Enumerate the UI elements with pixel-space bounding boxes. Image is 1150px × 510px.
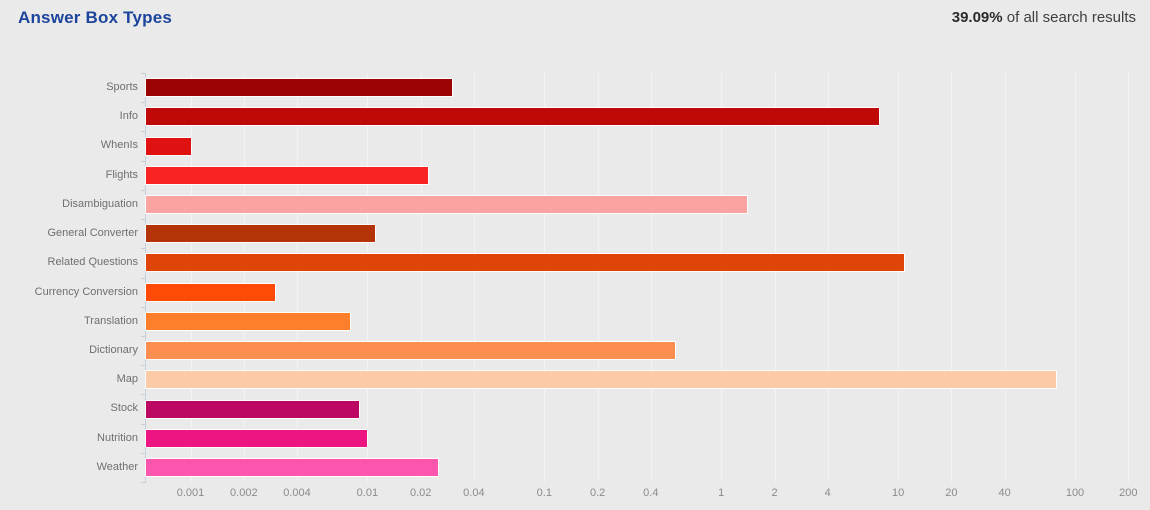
y-axis-tick-mark — [141, 365, 145, 367]
gridline — [597, 73, 599, 482]
category-label: Flights — [105, 168, 138, 181]
gridline — [1004, 73, 1006, 482]
gridline — [420, 73, 422, 482]
gridline — [951, 73, 953, 482]
bar-translation[interactable] — [146, 312, 351, 330]
bar-info[interactable] — [146, 108, 879, 126]
x-tick-label: 0.01 — [356, 487, 379, 499]
x-tick-label: 40 — [998, 487, 1011, 499]
gridline — [297, 73, 298, 482]
bar-dictionary[interactable] — [146, 342, 676, 359]
bar-disambiguation[interactable] — [146, 196, 748, 213]
x-tick-label: 1 — [718, 487, 725, 499]
gridline — [544, 73, 546, 482]
y-axis-tick-mark — [141, 306, 145, 308]
y-axis-labels: Sports Info WhenIs Flights Disambiguation Gen… — [0, 73, 138, 482]
gridline — [473, 73, 475, 482]
y-axis-tick-mark — [141, 73, 145, 74]
page-title: Answer Box Types — [18, 8, 173, 27]
x-tick-label: 2 — [771, 487, 778, 499]
gridline — [243, 73, 245, 482]
y-axis-tick-mark — [141, 335, 145, 337]
gridline — [898, 73, 900, 482]
bar-flights[interactable] — [146, 166, 428, 184]
x-tick-label: 200 — [1119, 487, 1138, 499]
x-tick-label: 4 — [824, 487, 831, 499]
y-axis-tick-mark — [141, 219, 145, 221]
gridline — [827, 73, 829, 482]
y-axis-tick-mark — [141, 248, 145, 250]
bar-weather[interactable] — [146, 458, 438, 476]
gridline — [190, 73, 192, 482]
category-label: Translation — [83, 314, 138, 327]
category-label: General Converter — [47, 227, 139, 240]
x-tick-label: 0.04 — [463, 487, 485, 499]
gridline — [774, 73, 776, 482]
category-label: Related Questions — [47, 256, 139, 269]
y-axis-tick-mark — [141, 482, 145, 483]
bar-nutrition[interactable] — [146, 429, 367, 447]
x-tick-label: 0.4 — [643, 487, 659, 499]
bar-general-converter[interactable] — [146, 225, 375, 243]
bar-map[interactable] — [146, 371, 1056, 389]
category-label: Stock — [110, 402, 138, 415]
y-axis-tick-mark — [141, 102, 145, 104]
gridline — [721, 73, 723, 482]
category-label: Map — [116, 373, 138, 386]
y-axis-tick-mark — [141, 277, 145, 279]
summary-stat-value: 39.09% — [951, 9, 1003, 26]
x-axis-tick-labels: 0.001 0.002 0.004 0.01 0.02 0.04 0.1 0.2 0.4 1 2 4 1… — [146, 487, 1140, 503]
gridline — [1128, 73, 1130, 482]
y-axis-line — [145, 73, 146, 483]
y-axis-tick-mark — [141, 452, 145, 454]
bar-whenis[interactable] — [146, 137, 191, 155]
y-axis-tick-mark — [141, 131, 145, 133]
category-label: Currency Conversion — [34, 285, 138, 298]
gridline — [650, 73, 652, 482]
gridline — [1075, 73, 1076, 482]
y-axis-tick-mark — [141, 394, 145, 396]
category-label: Disambiguation — [62, 197, 138, 210]
category-label: Info — [119, 110, 138, 123]
y-axis-tick-mark — [141, 189, 145, 191]
bar-sports[interactable] — [146, 79, 452, 97]
category-label: Sports — [106, 81, 138, 93]
x-tick-label: 100 — [1065, 487, 1085, 499]
category-label: Weather — [96, 460, 138, 473]
bar-related-questions[interactable] — [146, 254, 904, 272]
x-tick-label: 0.001 — [176, 487, 205, 499]
gridline — [367, 73, 369, 482]
category-label: Nutrition — [97, 431, 138, 444]
bar-stock[interactable] — [146, 400, 360, 418]
x-tick-label: 0.1 — [536, 487, 552, 499]
x-tick-label: 0.2 — [589, 487, 606, 499]
category-label: WhenIs — [100, 139, 138, 152]
x-tick-label: 0.004 — [283, 487, 311, 499]
plot-area — [146, 73, 1140, 482]
x-tick-label: 0.02 — [409, 487, 432, 499]
x-tick-label: 20 — [945, 487, 958, 499]
x-tick-label: 0.002 — [230, 487, 258, 499]
category-label: Dictionary — [89, 343, 138, 356]
x-tick-label: 10 — [891, 487, 905, 499]
summary-stat: 39.09% of all search results — [952, 9, 1136, 26]
summary-stat-label: of all search results — [1002, 9, 1136, 26]
bar-currency-conversion[interactable] — [146, 283, 275, 301]
y-axis-tick-mark — [141, 160, 145, 162]
y-axis-tick-mark — [141, 423, 145, 425]
